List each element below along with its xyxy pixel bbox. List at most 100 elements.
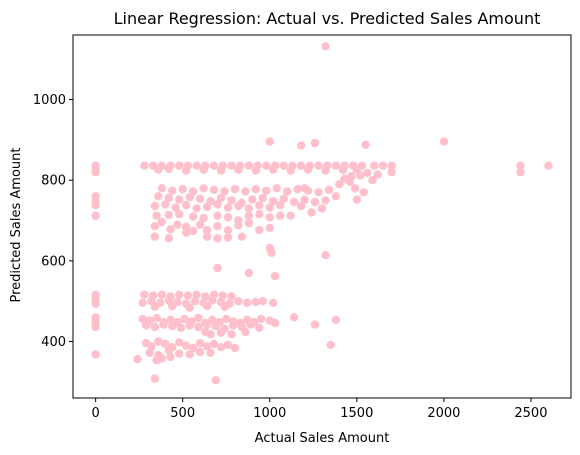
data-point <box>269 165 278 174</box>
data-point <box>206 330 215 339</box>
data-point <box>192 204 201 213</box>
data-point <box>154 337 163 346</box>
data-point <box>201 292 210 301</box>
data-point <box>164 193 173 203</box>
data-point <box>222 314 231 324</box>
data-point <box>286 166 295 175</box>
data-point <box>213 263 222 273</box>
data-point <box>242 298 252 307</box>
data-point <box>182 228 191 237</box>
data-point <box>262 186 271 195</box>
data-point <box>289 313 299 322</box>
data-point <box>227 330 236 339</box>
data-point <box>331 315 341 324</box>
data-point <box>211 376 220 385</box>
data-point <box>269 298 278 307</box>
data-point <box>317 204 327 213</box>
y-axis-ticks: 400 600 800 1000 <box>33 93 73 350</box>
data-point <box>220 187 229 196</box>
x-tick-label: 1000 <box>253 406 286 421</box>
data-point <box>91 201 100 210</box>
data-point <box>289 197 299 207</box>
x-tick-label: 1500 <box>340 406 373 421</box>
data-point <box>164 346 173 355</box>
data-point <box>244 161 254 170</box>
data-point <box>296 201 306 211</box>
data-point <box>152 313 161 323</box>
data-point <box>370 161 379 170</box>
data-point <box>168 322 177 331</box>
data-point <box>265 223 274 232</box>
data-point <box>145 348 154 357</box>
data-point <box>270 272 280 281</box>
data-point <box>209 161 219 170</box>
data-point <box>241 327 250 337</box>
data-point <box>251 166 260 175</box>
data-point <box>161 339 170 349</box>
data-point <box>258 297 267 306</box>
data-point <box>216 328 226 337</box>
data-point <box>154 165 163 174</box>
data-point <box>175 195 184 204</box>
data-point <box>314 188 323 197</box>
data-point <box>368 176 377 185</box>
data-point <box>216 193 226 203</box>
y-tick-label: 1000 <box>33 93 66 108</box>
data-point <box>180 314 189 324</box>
data-point <box>296 161 306 170</box>
data-point <box>356 171 365 180</box>
data-point <box>188 343 198 353</box>
data-point <box>314 161 323 170</box>
data-points <box>91 42 553 385</box>
data-point <box>352 195 361 204</box>
data-point <box>178 184 187 194</box>
data-point <box>256 314 266 324</box>
data-point <box>345 177 355 186</box>
data-point <box>363 168 372 178</box>
data-point <box>175 338 184 347</box>
data-point <box>229 321 238 330</box>
data-point <box>361 140 370 149</box>
data-point <box>150 302 159 311</box>
data-point <box>516 161 525 170</box>
data-point <box>262 161 271 170</box>
data-point <box>230 184 240 194</box>
data-point <box>182 201 191 210</box>
data-point <box>182 341 191 350</box>
data-point <box>211 322 220 331</box>
data-point <box>199 165 208 174</box>
data-point <box>227 196 236 205</box>
data-point <box>307 208 316 217</box>
data-point <box>150 222 159 231</box>
data-point <box>166 352 175 362</box>
data-point <box>265 203 274 212</box>
data-point <box>300 195 309 204</box>
data-point <box>244 211 254 220</box>
data-point <box>237 232 247 241</box>
data-point <box>173 220 182 229</box>
data-point <box>175 349 184 358</box>
data-point <box>182 166 191 175</box>
data-point <box>321 196 330 205</box>
data-point <box>150 232 159 241</box>
data-point <box>192 290 201 299</box>
x-axis-label: Actual Sales Amount <box>255 431 390 446</box>
data-point <box>251 297 260 307</box>
data-point <box>241 187 250 196</box>
data-point <box>267 248 276 257</box>
data-point <box>171 203 180 212</box>
data-point <box>248 195 257 204</box>
data-point <box>227 292 236 301</box>
data-point <box>202 226 212 235</box>
data-point <box>255 201 264 210</box>
data-point <box>244 218 254 228</box>
data-point <box>195 347 205 357</box>
data-point <box>279 194 288 203</box>
data-point <box>223 226 233 235</box>
data-point <box>195 338 205 348</box>
data-point <box>157 290 166 299</box>
data-point <box>91 299 100 308</box>
y-tick-label: 400 <box>41 335 66 350</box>
y-axis-label: Predicted Sales Amount <box>9 148 24 303</box>
x-tick-label: 0 <box>91 406 99 421</box>
